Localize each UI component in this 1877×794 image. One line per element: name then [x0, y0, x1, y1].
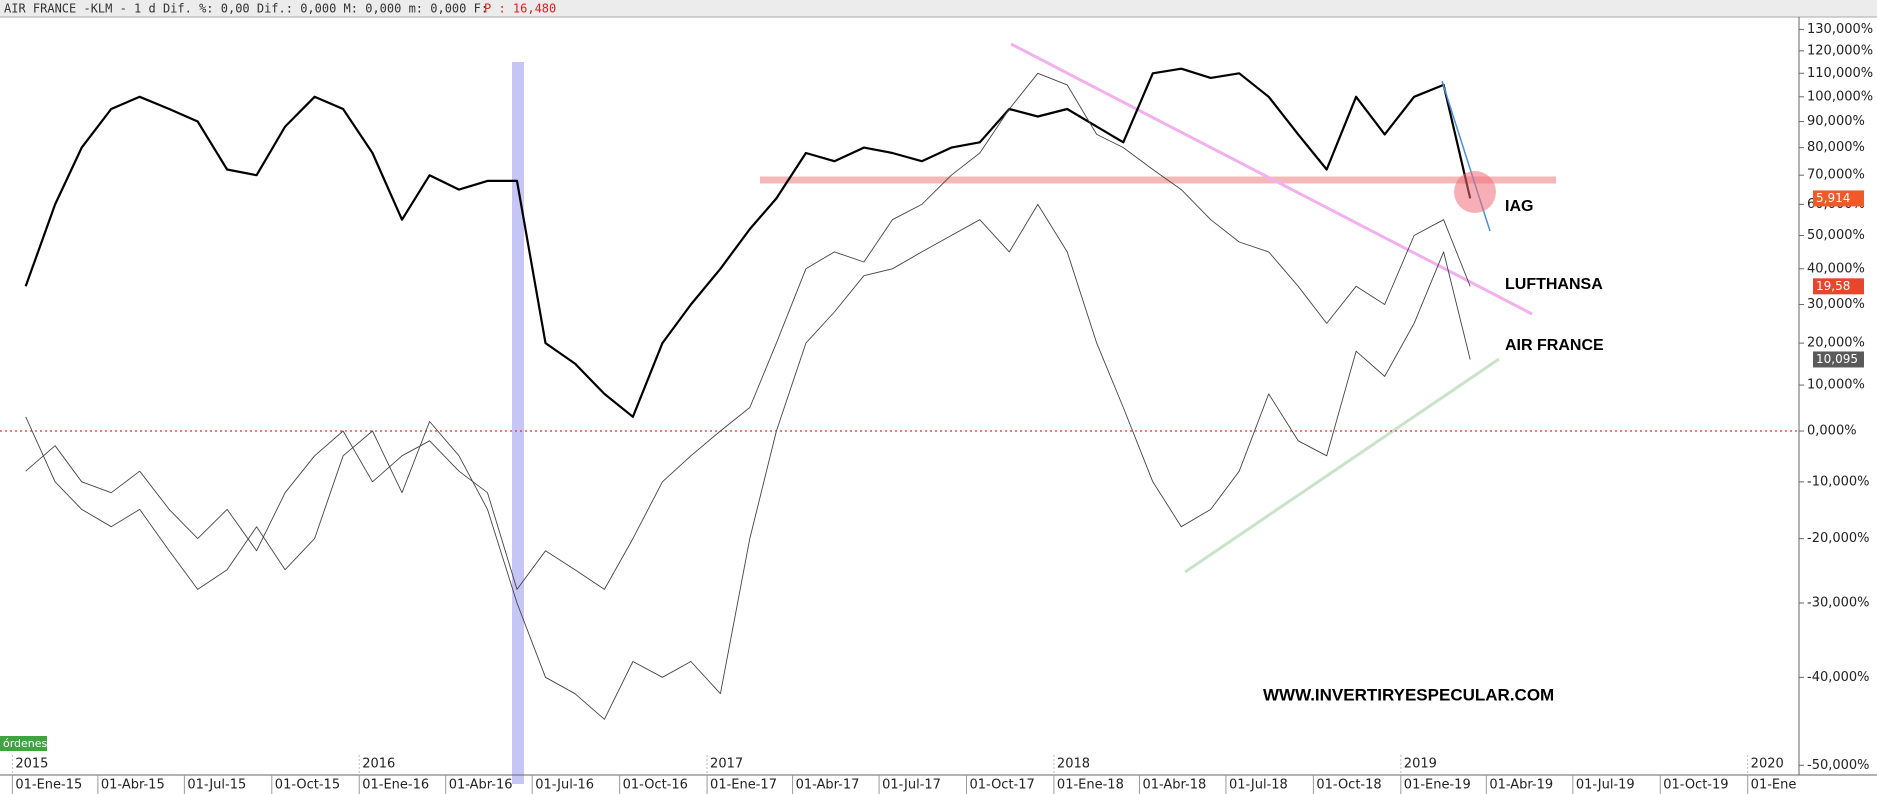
plot-area [0, 67, 1799, 720]
x-tick-label: 01-Oct-17 [969, 778, 1034, 793]
y-tick-label: 100,000% [1807, 89, 1873, 104]
year-label: 2015 [15, 757, 48, 772]
y-tick-label: 30,000% [1807, 297, 1865, 312]
y-tick-label: 10,000% [1807, 378, 1865, 393]
y-tick-label: -40,000% [1807, 670, 1870, 685]
x-tick-label: 01-Abr-17 [796, 778, 860, 793]
y-tick-label: 0,000% [1807, 424, 1857, 439]
y-tick-label: -30,000% [1807, 596, 1870, 611]
last-price-box [1813, 351, 1864, 368]
website: WWW.INVERTIRYESPECULAR.COM [1263, 685, 1554, 704]
y-tick-label: -10,000% [1807, 474, 1870, 489]
x-tick-label: 01-Abr-18 [1142, 778, 1206, 793]
header-price: P : 16,480 [484, 2, 556, 16]
series-line [25, 72, 1471, 590]
x-tick-label: 01-Oct-15 [275, 778, 340, 793]
uptrend-line [1184, 357, 1500, 574]
x-tick-label: 01-Abr-15 [101, 778, 165, 793]
header-bar [0, 0, 1877, 17]
last-price-label: 19,58 [1816, 279, 1850, 293]
y-tick-label: 110,000% [1807, 66, 1873, 81]
y-tick-label: 20,000% [1807, 336, 1865, 351]
y-tick-label: 120,000% [1807, 43, 1873, 58]
year-label: 2018 [1057, 757, 1090, 772]
year-label: 2020 [1751, 757, 1784, 772]
series-annotation: IAG [1505, 198, 1533, 215]
x-tick-label: 01-Oct-19 [1663, 778, 1728, 793]
x-tick-label: 01-Jul-16 [535, 778, 594, 793]
x-tick-label: 01-Ene-19 [1404, 778, 1471, 793]
brexit-band [512, 62, 524, 784]
last-price-box [1813, 278, 1864, 295]
x-tick-label: 01-Jul-15 [187, 778, 246, 793]
series-annotation: LUFTHANSA [1505, 276, 1603, 293]
x-tick-label: 01-Ene-17 [710, 778, 777, 793]
x-tick-label: 01-Oct-16 [623, 778, 688, 793]
header-text: AIR FRANCE -KLM - 1 d Dif. %: 0,00 Dif.:… [4, 2, 488, 16]
y-tick-label: 80,000% [1807, 140, 1865, 155]
year-label: 2019 [1404, 757, 1437, 772]
orders-label: órdenes [3, 737, 48, 750]
year-label: 2017 [710, 757, 743, 772]
last-price-box [1813, 190, 1864, 207]
year-label: 2016 [362, 757, 395, 772]
y-tick-label: -50,000% [1807, 758, 1870, 773]
x-tick-label: 01-Oct-18 [1316, 778, 1381, 793]
y-tick-label: 130,000% [1807, 22, 1873, 37]
x-tick-label: 01-Abr-19 [1489, 778, 1553, 793]
y-tick-label: 90,000% [1807, 114, 1865, 129]
downtrend-line [1010, 42, 1533, 316]
orders-box [0, 736, 47, 751]
series-annotation: AIR FRANCE [1505, 337, 1604, 354]
x-tick-label: 01-Jul-18 [1229, 778, 1288, 793]
y-tick-label: 40,000% [1807, 261, 1865, 276]
last-price-label: 10,095 [1816, 352, 1858, 366]
x-tick-label: 01-Abr-16 [449, 778, 513, 793]
x-tick-label: 01-Ene-18 [1057, 778, 1124, 793]
x-tick-label: 01-Jul-17 [882, 778, 941, 793]
y-tick-label: -20,000% [1807, 531, 1870, 546]
highlight-circle [1454, 171, 1496, 213]
series-line [24, 67, 1472, 418]
x-tick-label: 01-Ene-15 [15, 778, 82, 793]
series-line [25, 203, 1471, 720]
x-tick-label: 01-Ene [1751, 778, 1797, 793]
y-tick-label: 50,000% [1807, 228, 1865, 243]
y-tick-label: 70,000% [1807, 168, 1865, 183]
x-tick-label: 01-Jul-19 [1576, 778, 1635, 793]
last-price-label: 5,914 [1816, 191, 1850, 205]
x-tick-label: 01-Ene-16 [362, 778, 429, 793]
